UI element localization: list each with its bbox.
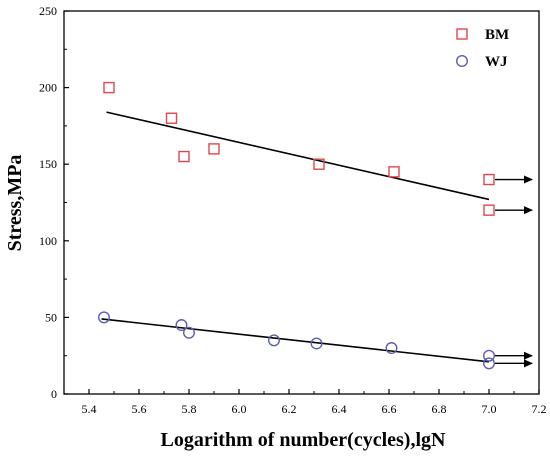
x-tick-label: 6.6 <box>382 402 397 416</box>
x-tick-label: 7.2 <box>532 402 547 416</box>
legend-wj-marker <box>456 55 469 68</box>
y-tick-label: 150 <box>39 157 57 171</box>
legend-wj-label: WJ <box>485 54 508 70</box>
bm-point <box>313 158 325 170</box>
plot-frame <box>63 10 540 395</box>
y-axis-title: Stress,MPa <box>4 155 26 252</box>
wj-point <box>175 319 188 332</box>
x-tick-label: 6.4 <box>332 402 347 416</box>
x-tick-label: 5.4 <box>82 402 97 416</box>
x-tick-label: 6.2 <box>282 402 297 416</box>
wj-point <box>310 337 323 350</box>
bm-point <box>178 150 190 163</box>
x-tick-label: 6.8 <box>432 402 447 416</box>
bm-point <box>208 143 220 155</box>
legend-bm-label: BM <box>485 27 509 43</box>
bm-point <box>388 166 400 178</box>
x-tick-label: 5.8 <box>182 402 197 416</box>
x-tick-label: 6.0 <box>232 402 247 416</box>
wj-fit-line <box>101 318 490 363</box>
y-tick-label: 200 <box>39 81 57 95</box>
y-tick-label: 50 <box>45 310 57 324</box>
bm-point <box>165 112 178 124</box>
y-tick-label: 0 <box>51 387 57 401</box>
bm-point <box>483 173 495 186</box>
wj-point <box>97 311 110 324</box>
x-tick-label: 7.0 <box>482 402 497 416</box>
x-tick-label: 5.6 <box>132 402 147 416</box>
bm-point <box>483 204 495 216</box>
wj-point <box>483 357 496 370</box>
x-axis-title: Logarithm of number(cycles),lgN <box>161 429 447 451</box>
legend-bm-marker <box>456 28 468 40</box>
wj-point <box>268 334 281 347</box>
y-tick-label: 100 <box>39 234 57 248</box>
y-tick-label: 250 <box>39 4 57 18</box>
bm-point <box>103 81 115 94</box>
bm-fit-line <box>106 111 490 201</box>
wj-point <box>182 326 195 339</box>
plot-area: 5.4 5.6 5.8 6.0 6.2 6.4 6.6 6.8 7.0 7.2 0 50 100 150 2… <box>39 4 547 416</box>
wj-point <box>385 342 398 355</box>
wj-point <box>483 349 496 362</box>
